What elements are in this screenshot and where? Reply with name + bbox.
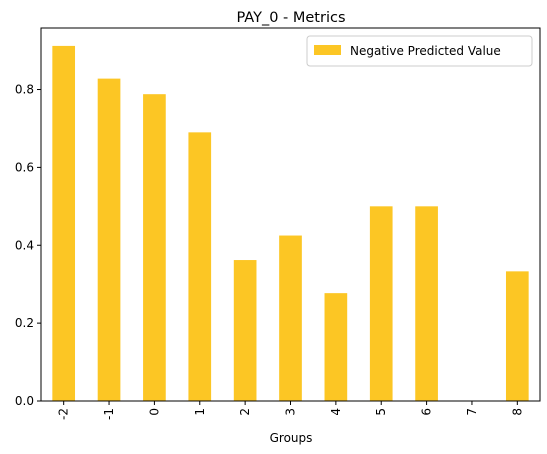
bar-0: [143, 94, 166, 401]
y-axis: 0.0 0.2 0.4 0.6 0.8: [15, 83, 41, 408]
x-tick-label: 4: [329, 408, 343, 416]
x-tick-label: 8: [510, 408, 524, 416]
bar--1: [97, 78, 121, 402]
x-axis-label: Groups: [270, 431, 313, 445]
bar--2: [52, 45, 76, 401]
legend: Negative Predicted Value: [306, 35, 533, 67]
bar-3: [279, 235, 302, 401]
bar-1: [188, 132, 212, 401]
bar-2: [233, 260, 257, 401]
x-tick-label: 6: [420, 408, 434, 416]
bar-6: [415, 206, 438, 401]
bar-4: [324, 293, 348, 401]
legend-label: Negative Predicted Value: [350, 44, 501, 58]
chart-title: PAY_0 - Metrics: [236, 10, 345, 26]
x-tick-label: 3: [284, 408, 298, 416]
x-tick-label: 7: [465, 408, 479, 416]
y-tick-label: 0.2: [15, 316, 34, 330]
bar-5: [369, 206, 393, 401]
y-tick-label: 0.8: [15, 83, 34, 97]
y-tick-label: 0.0: [15, 394, 34, 408]
x-axis: -2 -1 0 1 2 3 4 5 6 7 8: [57, 401, 524, 420]
x-tick-label: -1: [102, 408, 116, 420]
bar-8: [505, 271, 529, 401]
x-tick-label: 5: [374, 408, 388, 416]
x-tick-label: 0: [147, 408, 161, 416]
legend-swatch: [314, 45, 341, 55]
x-tick-label: 2: [238, 408, 252, 416]
x-tick-label: 1: [193, 408, 207, 416]
y-tick-label: 0.4: [15, 238, 34, 252]
x-tick-label: -2: [57, 408, 71, 420]
legend-box: [306, 35, 533, 67]
y-tick-label: 0.6: [15, 160, 34, 174]
bars-group: [52, 45, 529, 402]
